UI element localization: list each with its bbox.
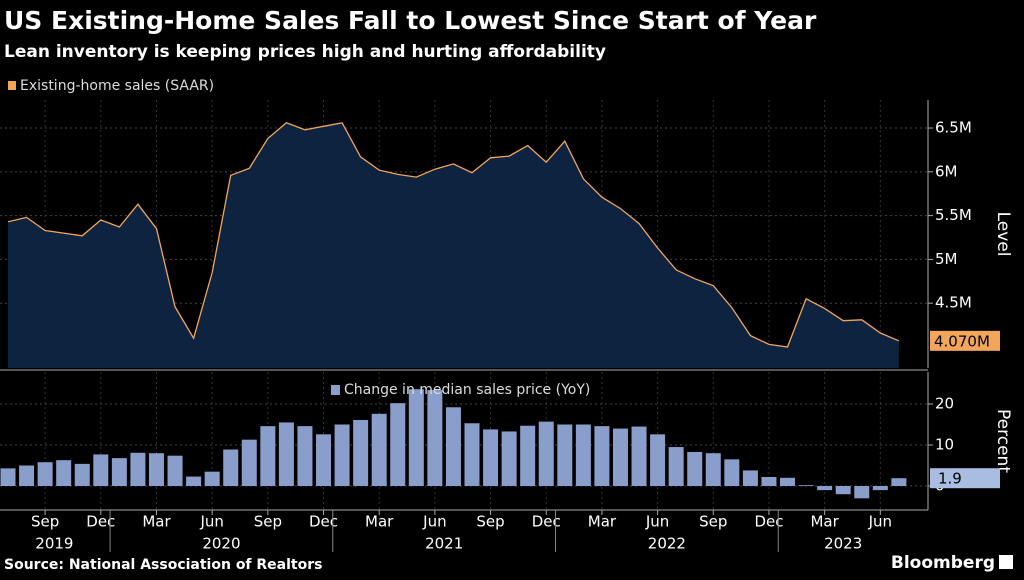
y-tick-label: 6M (935, 162, 958, 180)
x-tick-label: Dec (309, 513, 338, 531)
year-label: 2023 (824, 535, 862, 553)
bar (464, 423, 480, 487)
bar (278, 422, 294, 487)
x-tick-label: Jun (199, 513, 223, 531)
bar (557, 424, 573, 487)
bar (817, 486, 833, 491)
year-label: 2021 (425, 535, 463, 553)
last-value-label: 1.9 (938, 470, 962, 488)
bar (668, 447, 684, 487)
bar (501, 431, 517, 487)
x-tick-label: Dec (86, 513, 115, 531)
bar (594, 426, 610, 487)
bar (371, 413, 387, 487)
bar (724, 459, 740, 487)
y-tick-label: 4.5M (935, 294, 972, 312)
x-tick-label: Dec (754, 513, 783, 531)
subtitle: Lean inventory is keeping prices high an… (4, 42, 606, 62)
last-value-label: 4.070M (934, 332, 990, 350)
year-label: 2019 (35, 535, 73, 553)
bar (538, 421, 554, 487)
bar (835, 486, 851, 495)
bar (204, 471, 220, 487)
bar (575, 424, 591, 487)
bar (74, 463, 90, 487)
bar (0, 468, 16, 487)
bar (612, 428, 628, 487)
bar (297, 426, 313, 487)
legend-label: Change in median sales price (YoY) (344, 382, 590, 398)
x-tick-label: Dec (532, 513, 561, 531)
x-tick-label: Jun (645, 513, 669, 531)
bar (520, 425, 536, 487)
y-tick-label: 5M (935, 250, 958, 268)
bar (650, 434, 666, 487)
bar (483, 429, 499, 487)
bar (390, 403, 406, 487)
last-value-box (930, 330, 1000, 351)
bar (427, 390, 443, 487)
bar (445, 407, 461, 487)
bar (891, 478, 907, 487)
x-tick-label: Jun (868, 513, 892, 531)
x-tick-label: Mar (365, 513, 394, 531)
x-tick-label: Jun (422, 513, 446, 531)
y-tick-label: 10 (935, 435, 954, 453)
bar (19, 465, 35, 487)
year-label: 2022 (648, 535, 686, 553)
y-axis-title: Percent (993, 409, 1013, 473)
bar (334, 424, 350, 487)
x-tick-label: Sep (31, 513, 59, 531)
bar (761, 476, 777, 487)
bar (798, 485, 814, 487)
x-tick-label: Mar (142, 513, 171, 531)
bar (241, 439, 257, 487)
x-tick-label: Sep (476, 513, 504, 531)
bar (130, 452, 146, 487)
year-label: 2020 (202, 535, 240, 553)
last-value-box (930, 468, 1000, 489)
x-tick-label: Sep (699, 513, 727, 531)
y-tick-label: 5.5M (935, 206, 972, 224)
bar (780, 477, 796, 487)
bar (316, 434, 332, 487)
bar (353, 419, 369, 487)
bar (742, 470, 758, 487)
legend-label: Existing-home sales (SAAR) (20, 78, 214, 94)
bar (223, 449, 239, 487)
bar (56, 460, 72, 487)
bar (93, 454, 109, 487)
y-axis-title: Level (993, 212, 1013, 257)
x-tick-label: Sep (254, 513, 282, 531)
line (7, 122, 900, 348)
bar (631, 426, 647, 487)
brand-icon (999, 555, 1013, 569)
y-tick-label: 6.5M (935, 119, 972, 137)
bar (37, 462, 53, 487)
x-tick-label: Mar (588, 513, 617, 531)
title: US Existing-Home Sales Fall to Lowest Si… (4, 6, 817, 35)
bar (260, 426, 276, 487)
bar (186, 476, 202, 487)
bar (167, 455, 183, 487)
y-tick-label: 20 (935, 394, 954, 412)
bar (148, 453, 164, 487)
source: Source: National Association of Realtors (4, 557, 322, 573)
x-tick-label: Mar (810, 513, 839, 531)
bar (408, 389, 424, 487)
legend-swatch (8, 81, 16, 90)
brand: Bloomberg (891, 553, 995, 573)
legend-swatch (331, 385, 340, 395)
area (8, 122, 899, 368)
bar (705, 453, 721, 487)
bar (687, 451, 703, 487)
bar (854, 486, 870, 499)
bar (111, 458, 127, 487)
bar (872, 486, 888, 491)
